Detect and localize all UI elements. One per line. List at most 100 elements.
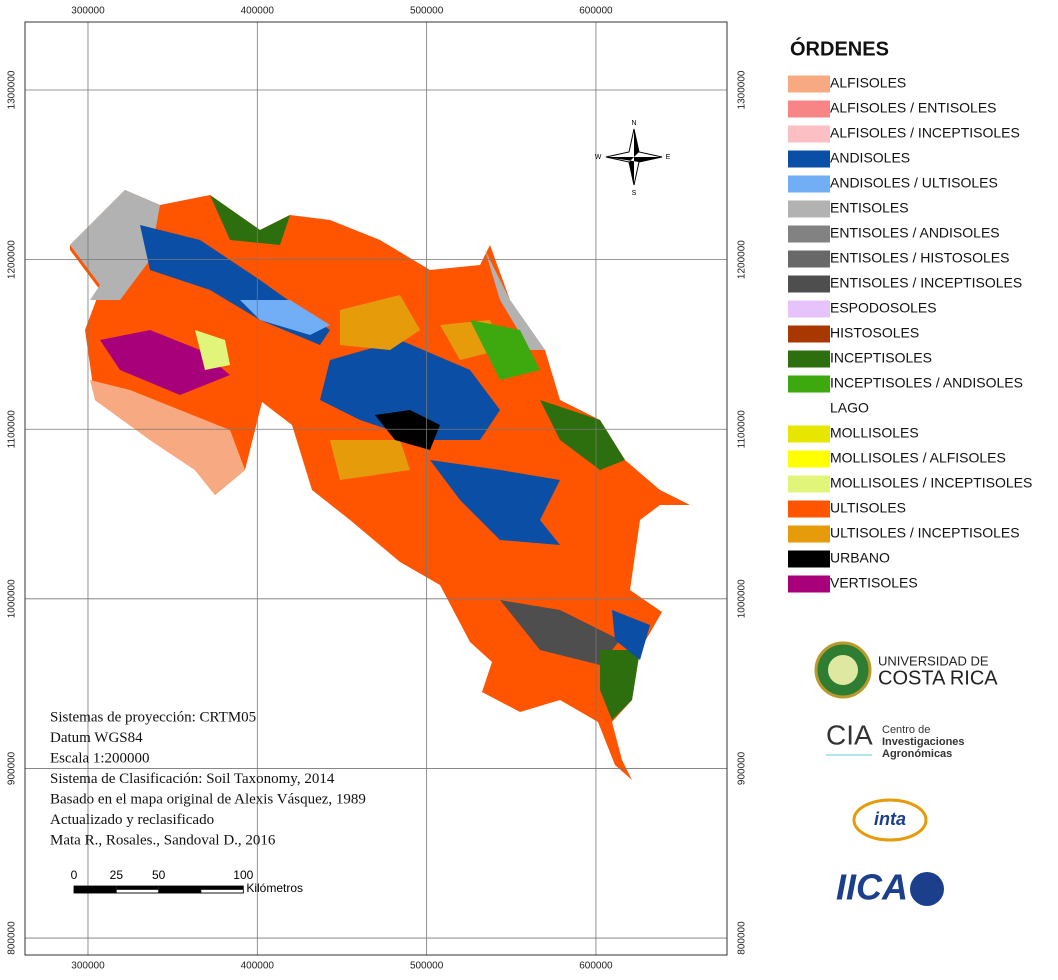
legend-swatch <box>788 575 830 593</box>
soil-area <box>320 340 500 440</box>
map-info-line: Mata R., Rosales., Sandoval D., 2016 <box>50 832 276 848</box>
scale-bar-segment <box>158 886 201 890</box>
y-tick-label: 1200000 <box>7 240 18 279</box>
map-info-line: Actualizado y reclasificado <box>50 812 214 828</box>
scale-bar-unit: Kilómetros <box>246 881 303 895</box>
soil-area <box>430 460 560 545</box>
iica-logo: IICA <box>836 867 944 908</box>
legend-label: MOLLISOLES / ALFISOLES <box>830 450 1006 466</box>
legend-title: ÓRDENES <box>790 36 889 60</box>
iica-globe <box>910 872 944 906</box>
scale-bar-outline <box>73 885 244 894</box>
soil-area <box>195 330 230 370</box>
legend-swatch <box>788 425 830 443</box>
y-tick-label: 1000000 <box>737 579 748 618</box>
legend-swatch <box>788 200 830 218</box>
y-tick-label: 1300000 <box>7 70 18 109</box>
map-info-line: Escala 1:200000 <box>50 750 150 766</box>
scale-bar-segment <box>74 886 117 890</box>
map-info-line: Datum WGS84 <box>50 730 143 746</box>
cia-line: Investigaciones <box>882 736 965 748</box>
map-info-line: Sistema de Clasificación: Soil Taxonomy,… <box>50 771 335 787</box>
compass-n: N <box>631 120 636 127</box>
y-tick-label: 1200000 <box>737 240 748 279</box>
legend-label: MOLLISOLES <box>830 425 919 441</box>
x-tick-label: 300000 <box>71 961 105 972</box>
scale-bar-label: 0 <box>71 868 78 882</box>
iica-text: IICA <box>836 867 908 908</box>
legend-label: ANDISOLES / ULTISOLES <box>830 175 998 191</box>
legend-swatch <box>788 75 830 93</box>
y-tick-label: 1000000 <box>7 579 18 618</box>
soil-area <box>330 440 410 480</box>
scale-bar-segment <box>158 889 202 894</box>
scale-bar-segment <box>200 889 244 894</box>
y-tick-label: 1100000 <box>737 410 748 449</box>
soil-area <box>70 190 160 300</box>
x-tick-label: 500000 <box>410 6 444 17</box>
compass-w: W <box>595 154 602 161</box>
legend-label: VERTISOLES <box>830 575 918 591</box>
legend-label: ENTISOLES / INCEPTISOLES <box>830 275 1022 291</box>
soil-area <box>375 410 440 450</box>
north-arrow: N S E W <box>595 120 671 197</box>
soil-area <box>100 330 230 395</box>
legend-label: ENTISOLES / ANDISOLES <box>830 225 1000 241</box>
soil-area <box>240 300 330 335</box>
map-info-line: Sistemas de proyección: CRTM05 <box>50 709 256 725</box>
compass-e: E <box>666 154 671 161</box>
soil-area <box>340 295 420 350</box>
legend-swatch <box>788 150 830 168</box>
soil-area <box>600 650 640 720</box>
scale-bar-label: 100 <box>233 868 253 882</box>
map-frame <box>24 21 728 956</box>
legend-swatch <box>788 225 830 243</box>
ucr-line: COSTA RICA <box>878 667 998 689</box>
legend-label: ALFISOLES <box>830 75 906 91</box>
x-tick-label: 300000 <box>71 6 105 17</box>
legend-label: ULTISOLES <box>830 500 906 516</box>
cia-line: Centro de <box>882 724 930 736</box>
legend-label: INCEPTISOLES <box>830 350 932 366</box>
ucr-logo: UNIVERSIDAD DE COSTA RICA <box>814 641 998 699</box>
scale-bar-label: 25 <box>110 868 124 882</box>
legend-swatch <box>788 550 830 568</box>
compass-fill <box>606 129 662 185</box>
legend-swatch <box>788 375 830 393</box>
y-tick-label: 800000 <box>7 921 18 955</box>
y-tick-label: 800000 <box>737 921 748 955</box>
legend-swatch <box>788 475 830 493</box>
compass-s: S <box>632 190 637 197</box>
legend-label: HISTOSOLES <box>830 325 919 341</box>
soil-area <box>500 600 620 665</box>
scale-bar-segment <box>116 886 159 890</box>
x-tick-label: 400000 <box>241 961 275 972</box>
legend-label: ENTISOLES / HISTOSOLES <box>830 250 1009 266</box>
scale-bar-segment <box>73 889 117 894</box>
legend-swatch <box>788 125 830 143</box>
legend-swatch <box>788 175 830 193</box>
soil-area <box>612 610 650 660</box>
scale-bar-label: 50 <box>152 868 166 882</box>
soil-area <box>540 400 625 470</box>
legend-label: INCEPTISOLES / ANDISOLES <box>830 375 1023 391</box>
legend-swatch <box>788 275 830 293</box>
soil-area <box>90 380 245 495</box>
legend-label: ALFISOLES / ENTISOLES <box>830 100 997 116</box>
legend-swatch <box>788 100 830 118</box>
inta-text: inta <box>874 809 906 829</box>
legend-swatch <box>788 325 830 343</box>
legend-label: ANDISOLES <box>830 150 910 166</box>
legend-swatch <box>788 525 830 543</box>
legend-swatch <box>788 300 830 318</box>
legend-label: ULTISOLES / INCEPTISOLES <box>830 525 1020 541</box>
legend-label: MOLLISOLES / INCEPTISOLES <box>830 475 1032 491</box>
legend-label: ESPODOSOLES <box>830 300 937 316</box>
legend-label: URBANO <box>830 550 890 566</box>
ucr-seal-center <box>828 655 858 685</box>
y-tick-label: 900000 <box>737 751 748 785</box>
legend-label: LAGO <box>830 400 869 416</box>
inta-logo: inta <box>852 798 928 842</box>
cia-short: CIA <box>826 719 873 750</box>
